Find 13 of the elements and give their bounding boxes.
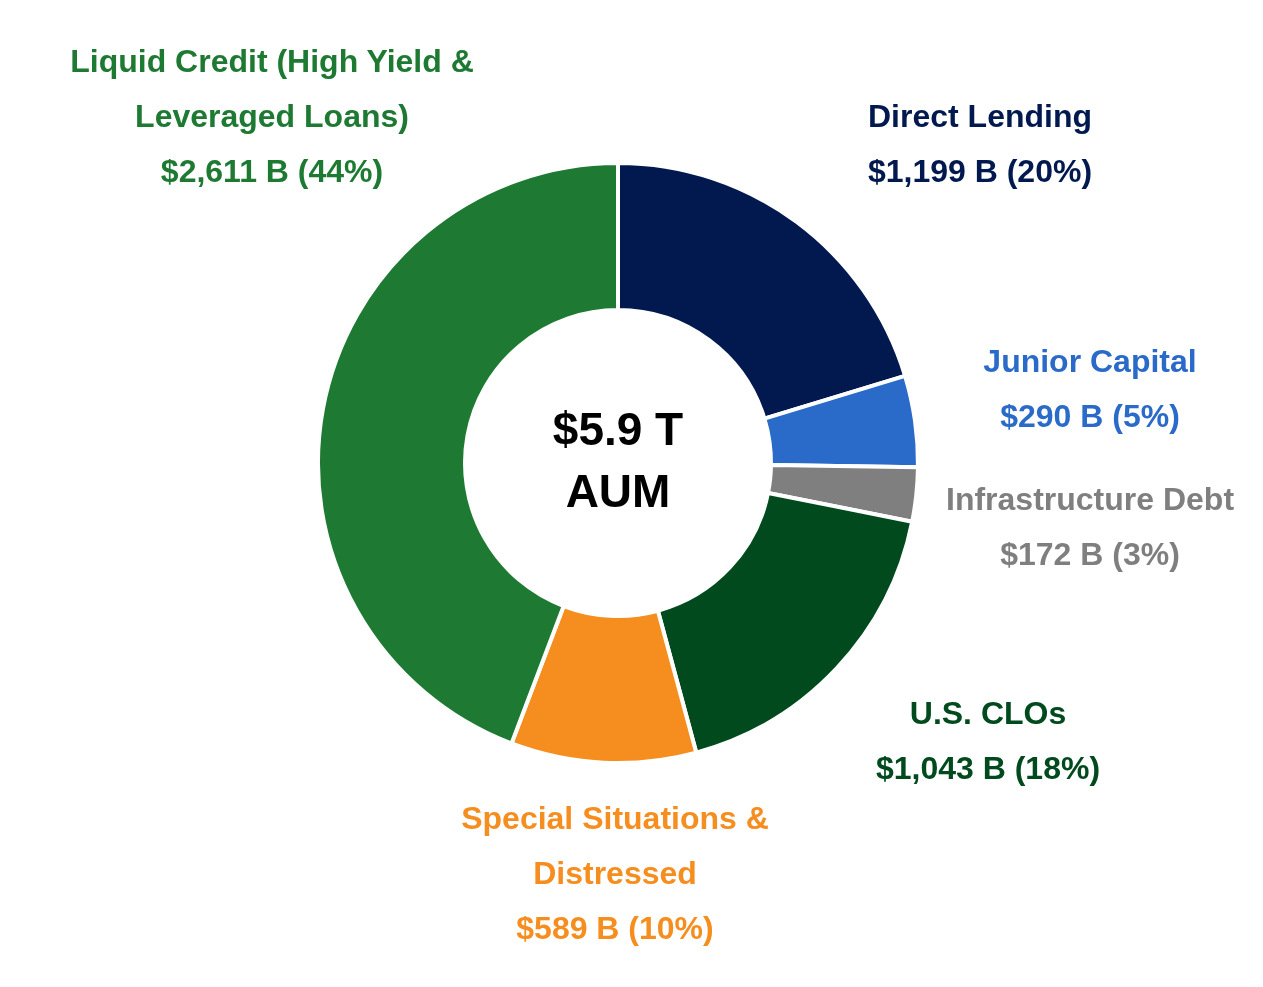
data-label: $290 B (5%): [1000, 397, 1180, 434]
data-label: $172 B (3%): [1000, 535, 1180, 572]
data-label: $589 B (10%): [516, 909, 714, 946]
slice-label: Junior Capital: [983, 342, 1197, 379]
slice-label: Special Situations & Distressed: [461, 799, 769, 891]
slice-label: Liquid Credit (High Yield & Leveraged Loans): [70, 42, 474, 134]
slice-label: U.S. CLOs: [909, 694, 1067, 731]
text: $5.9 T AUM: [552, 402, 684, 517]
data-label: $1,199 B (20%): [867, 152, 1093, 189]
data-label: $2,611 B (44%): [160, 152, 384, 189]
data-label: $1,043 B (18%): [875, 749, 1101, 786]
slice-label: Direct Lending: [867, 97, 1093, 134]
slice-label: Infrastructure Debt: [945, 480, 1235, 517]
